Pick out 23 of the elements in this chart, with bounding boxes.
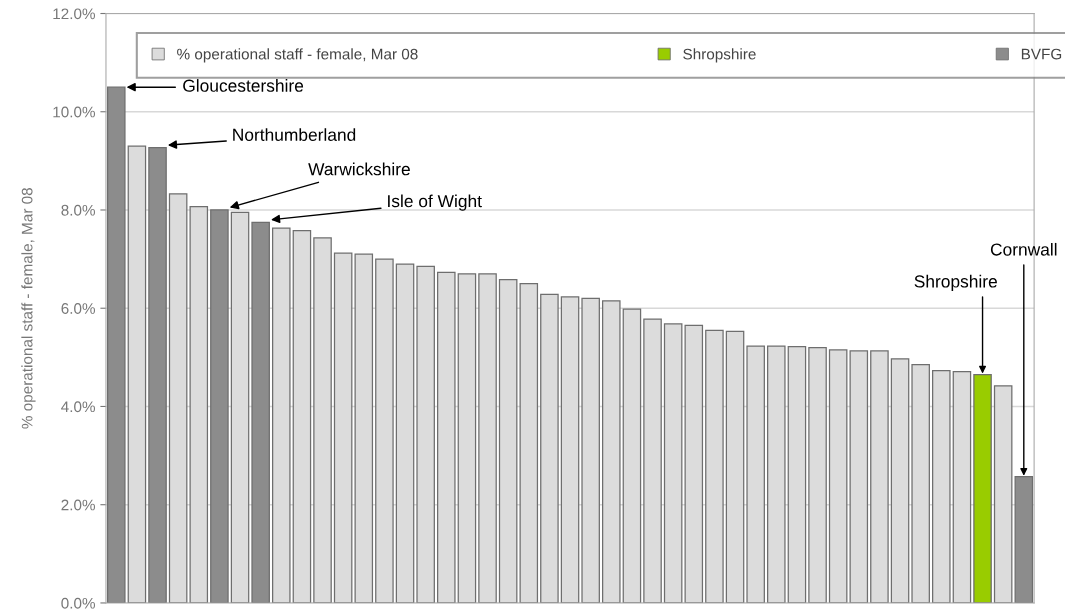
y-axis-title: % operational staff - female, Mar 08 [21, 188, 36, 429]
annotation: Cornwall [990, 242, 1057, 256]
bar [148, 146, 167, 603]
legend-label: BVFG [1021, 48, 1062, 60]
legend-label: % operational staff - female, Mar 08 [177, 48, 418, 63]
bar [1014, 476, 1034, 603]
bar [106, 86, 126, 603]
annotation: Gloucestershire [183, 79, 304, 92]
bar [210, 209, 229, 603]
y-tick-label: 8.0% [61, 204, 96, 216]
annotation: Warwickshire [308, 162, 410, 176]
y-tick-label: 0.0% [61, 597, 96, 609]
annotation: Isle of Wight [388, 194, 482, 211]
annotation: Shropshire [914, 274, 997, 292]
y-tick-label: 10.0% [53, 106, 96, 118]
y-tick-label: 12.0% [53, 8, 96, 20]
y-tick-label: 4.0% [61, 401, 96, 413]
bar [973, 373, 992, 603]
bar [251, 221, 270, 603]
y-tick-label: 2.0% [61, 499, 96, 511]
y-tick-label: 6.0% [61, 303, 96, 314]
legend-label: Shropshire [683, 48, 756, 63]
annotation: Northumberland [233, 128, 356, 141]
